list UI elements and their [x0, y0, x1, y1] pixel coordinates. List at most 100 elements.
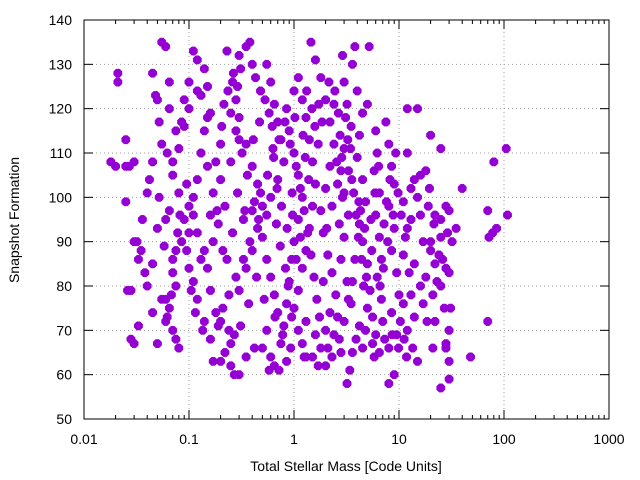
data-point [262, 59, 272, 69]
data-point [291, 254, 301, 264]
data-point [164, 206, 174, 216]
data-point [148, 259, 157, 269]
data-point [444, 268, 454, 278]
data-point [269, 99, 279, 109]
data-point [297, 192, 307, 202]
data-point [402, 148, 412, 158]
data-point [344, 294, 353, 304]
data-point [406, 215, 416, 224]
data-point [140, 268, 150, 278]
data-point [277, 201, 286, 211]
data-point [346, 121, 356, 131]
data-point [192, 228, 202, 238]
data-point [336, 166, 346, 176]
data-point [443, 228, 452, 238]
data-point [161, 215, 171, 224]
data-point [192, 175, 202, 185]
data-point [422, 317, 432, 326]
data-point [208, 237, 218, 247]
data-point [217, 121, 227, 131]
data-point [190, 308, 200, 318]
data-point [276, 339, 286, 349]
data-point [245, 37, 255, 47]
data-point [297, 263, 307, 273]
data-point [377, 294, 386, 304]
data-point [218, 303, 228, 313]
data-point [282, 299, 291, 309]
data-point [348, 348, 357, 357]
data-point [325, 308, 335, 318]
data-point [219, 99, 229, 109]
data-point [206, 286, 215, 295]
data-point [365, 286, 375, 295]
data-point [272, 184, 282, 193]
data-point [198, 325, 208, 335]
data-point [253, 223, 262, 233]
data-point [352, 86, 362, 96]
data-point [269, 290, 279, 300]
data-point [387, 308, 396, 318]
data-point [396, 210, 406, 220]
data-point [339, 77, 349, 87]
data-point [256, 188, 265, 198]
data-point [344, 210, 353, 220]
data-point [436, 383, 446, 393]
data-point [136, 246, 146, 255]
data-point [378, 263, 388, 273]
data-point [280, 117, 290, 127]
data-point [233, 188, 242, 198]
data-point [378, 317, 388, 326]
data-point [336, 254, 346, 264]
data-point [441, 339, 451, 349]
data-point [384, 139, 394, 149]
data-point [330, 86, 340, 96]
y-tick-label: 50 [56, 411, 72, 427]
data-point [216, 139, 226, 149]
data-point [247, 161, 257, 171]
data-point [302, 86, 312, 96]
data-point [208, 356, 218, 366]
data-point [257, 232, 267, 242]
data-point [406, 290, 416, 300]
y-tick-label: 100 [49, 189, 73, 205]
data-point [196, 148, 206, 158]
data-point [323, 250, 333, 260]
data-point [423, 201, 433, 211]
data-point [273, 175, 283, 185]
data-point [247, 59, 257, 69]
data-point [199, 64, 209, 74]
data-point [188, 277, 198, 286]
data-point [121, 197, 131, 207]
data-point [199, 246, 209, 255]
data-point [293, 286, 303, 295]
data-point [164, 104, 174, 114]
data-point [311, 330, 320, 340]
data-point [247, 206, 257, 216]
data-point [226, 108, 236, 118]
data-point [402, 352, 411, 362]
data-point [134, 321, 143, 331]
data-point [287, 188, 297, 198]
data-point [152, 223, 162, 233]
data-point [432, 277, 442, 286]
data-point [331, 290, 341, 300]
data-point [174, 343, 184, 353]
data-point [370, 188, 380, 198]
data-point [387, 330, 397, 340]
data-point [323, 343, 333, 353]
data-point [327, 201, 337, 211]
data-point [338, 51, 347, 60]
data-point [444, 374, 454, 384]
data-point [329, 139, 339, 149]
data-point [267, 121, 277, 131]
data-point [234, 286, 244, 295]
data-point [171, 334, 181, 344]
data-point [142, 281, 152, 291]
data-point [387, 246, 396, 255]
data-point [457, 184, 467, 193]
data-point [325, 117, 335, 127]
data-point [231, 126, 241, 136]
data-point [349, 188, 359, 198]
data-point [229, 330, 239, 340]
data-point [425, 184, 434, 193]
